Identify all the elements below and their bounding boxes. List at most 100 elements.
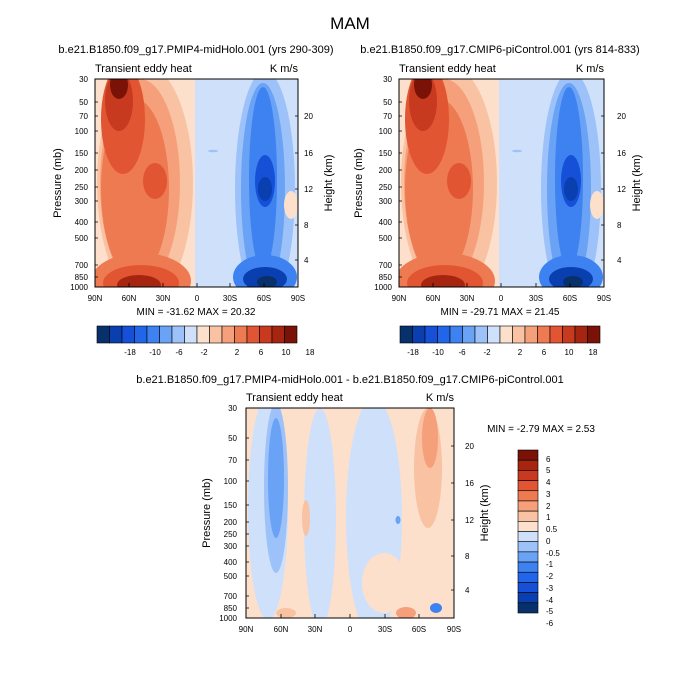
panel-3: b.e21.B1850.f09_g17.PMIP4-midHolo.001 - … bbox=[136, 374, 595, 634]
colorbar-label: -3 bbox=[546, 584, 554, 593]
panel-1: b.e21.B1850.f09_g17.PMIP4-midHolo.001 (y… bbox=[52, 44, 335, 357]
y-tick-label: 150 bbox=[379, 149, 393, 158]
y-tick-label: 300 bbox=[224, 542, 238, 551]
panel-3-contours bbox=[246, 408, 454, 618]
panel-3-colorbar-cells bbox=[517, 449, 539, 614]
panel-2-field bbox=[399, 79, 604, 287]
colorbar-swatch bbox=[449, 325, 463, 344]
x-tick-label: 30S bbox=[223, 294, 237, 303]
colorbar-label: -4 bbox=[546, 596, 554, 605]
colorbar-swatch bbox=[462, 325, 476, 344]
colorbar-swatch bbox=[146, 325, 160, 344]
colorbar-swatch bbox=[517, 592, 539, 604]
y-tick-label: 300 bbox=[379, 197, 393, 206]
height-tick-label: 12 bbox=[617, 185, 626, 194]
y-tick-label: 500 bbox=[224, 572, 238, 581]
colorbar-swatch bbox=[517, 459, 539, 471]
x-tick-label: 60S bbox=[563, 294, 577, 303]
colorbar-label: 3 bbox=[546, 490, 551, 499]
height-tick-label: 8 bbox=[465, 552, 470, 561]
colorbar-swatch bbox=[109, 325, 123, 344]
colorbar-swatch bbox=[517, 531, 539, 542]
y-tick-label: 400 bbox=[379, 218, 393, 227]
colorbar-label: 18 bbox=[306, 348, 315, 357]
height-tick-label: 12 bbox=[465, 516, 474, 525]
panel-1-y-tick-labels: 30 50 70 100 150 200 250 300 400 500 700… bbox=[70, 75, 88, 292]
colorbar-swatch bbox=[512, 325, 526, 344]
colorbar-swatch bbox=[196, 325, 210, 344]
panel-3-right-axis-label: Height (km) bbox=[479, 485, 491, 542]
height-tick-label: 20 bbox=[304, 112, 313, 121]
colorbar-label: 6 bbox=[546, 455, 551, 464]
colorbar-swatch bbox=[474, 325, 488, 344]
height-tick-label: 16 bbox=[304, 149, 313, 158]
colorbar-label: 10 bbox=[565, 348, 574, 357]
x-tick-label: 30S bbox=[378, 625, 392, 634]
y-tick-label: 70 bbox=[79, 112, 88, 121]
y-tick-label: 700 bbox=[224, 592, 238, 601]
y-tick-label: 250 bbox=[379, 183, 393, 192]
panel-1-left-subtitle: Transient eddy heat bbox=[95, 63, 192, 75]
y-tick-label: 400 bbox=[75, 218, 89, 227]
height-tick-label: 16 bbox=[617, 149, 626, 158]
panel-3-axis-ticks bbox=[245, 407, 455, 619]
y-tick-label: 200 bbox=[379, 166, 393, 175]
y-tick-label: 850 bbox=[75, 273, 89, 282]
colorbar-swatch bbox=[184, 325, 198, 344]
y-tick-label: 70 bbox=[383, 112, 392, 121]
panel-1-axis-ticks bbox=[94, 78, 299, 288]
colorbar-label: 2 bbox=[518, 348, 523, 357]
height-tick-label: 8 bbox=[304, 221, 309, 230]
panel-2-x-tick-labels: 90N 60N 30N 0 30S 60S 90S bbox=[392, 294, 611, 303]
panel-2-contours bbox=[399, 79, 604, 287]
figure-title: MAM bbox=[330, 14, 370, 33]
x-tick-label: 0 bbox=[195, 294, 200, 303]
y-tick-label: 500 bbox=[75, 234, 89, 243]
colorbar-swatch bbox=[524, 325, 538, 344]
colorbar-label: 10 bbox=[282, 348, 291, 357]
colorbar-swatch bbox=[487, 325, 501, 344]
x-tick-label: 90S bbox=[447, 625, 461, 634]
colorbar-swatch bbox=[517, 480, 539, 492]
height-tick-label: 8 bbox=[617, 221, 622, 230]
panel-2-y-axis-label: Pressure (mb) bbox=[353, 148, 365, 218]
y-tick-label: 150 bbox=[224, 501, 238, 510]
colorbar-swatch bbox=[246, 325, 260, 344]
colorbar-label: -2 bbox=[200, 348, 208, 357]
colorbar-swatch bbox=[562, 325, 576, 344]
colorbar-swatch bbox=[517, 582, 539, 593]
colorbar-swatch bbox=[537, 325, 551, 344]
colorbar-swatch bbox=[234, 325, 248, 344]
panel-1-frame bbox=[94, 78, 299, 288]
panel-2-right-subtitle: K m/s bbox=[576, 63, 605, 75]
panel-1-right-axis-label: Height (km) bbox=[323, 155, 335, 212]
panel-3-title: b.e21.B1850.f09_g17.PMIP4-midHolo.001 - … bbox=[136, 374, 563, 386]
y-tick-label: 700 bbox=[379, 261, 393, 270]
colorbar-label: 2 bbox=[546, 502, 551, 511]
height-tick-label: 20 bbox=[617, 112, 626, 121]
panel-1-colorbar-labels: -18 -10 -6 -2 2 6 10 18 bbox=[124, 348, 315, 357]
y-tick-label: 850 bbox=[379, 273, 393, 282]
colorbar-swatch bbox=[171, 325, 185, 344]
colorbar-label: 18 bbox=[589, 348, 598, 357]
x-tick-label: 0 bbox=[499, 294, 504, 303]
panel-3-min-max: MIN = -2.79 MAX = 2.53 bbox=[487, 424, 595, 435]
colorbar-label: 6 bbox=[259, 348, 264, 357]
colorbar-swatch bbox=[587, 325, 601, 344]
panel-2-title: b.e21.B1850.f09_g17.CMIP6-piControl.001 … bbox=[360, 44, 639, 56]
colorbar-label: -1 bbox=[546, 560, 554, 569]
panel-1-field bbox=[95, 79, 298, 287]
y-tick-label: 150 bbox=[75, 149, 89, 158]
y-tick-label: 30 bbox=[383, 75, 392, 84]
y-tick-label: 250 bbox=[224, 530, 238, 539]
colorbar-label: 5 bbox=[546, 466, 551, 475]
x-tick-label: 30N bbox=[308, 625, 323, 634]
panel-1-right-subtitle: K m/s bbox=[270, 63, 299, 75]
y-tick-label: 300 bbox=[75, 197, 89, 206]
colorbar-swatch bbox=[517, 551, 539, 563]
x-tick-label: 60S bbox=[412, 625, 426, 634]
panel-3-colorbar: 6 5 4 3 2 1 0.5 0 -0.5 -1 -2 -3 -4 -5 -6 bbox=[517, 449, 560, 628]
colorbar-label: -0.5 bbox=[546, 549, 560, 558]
colorbar-label: -18 bbox=[124, 348, 136, 357]
panel-3-left-subtitle: Transient eddy heat bbox=[246, 392, 343, 404]
